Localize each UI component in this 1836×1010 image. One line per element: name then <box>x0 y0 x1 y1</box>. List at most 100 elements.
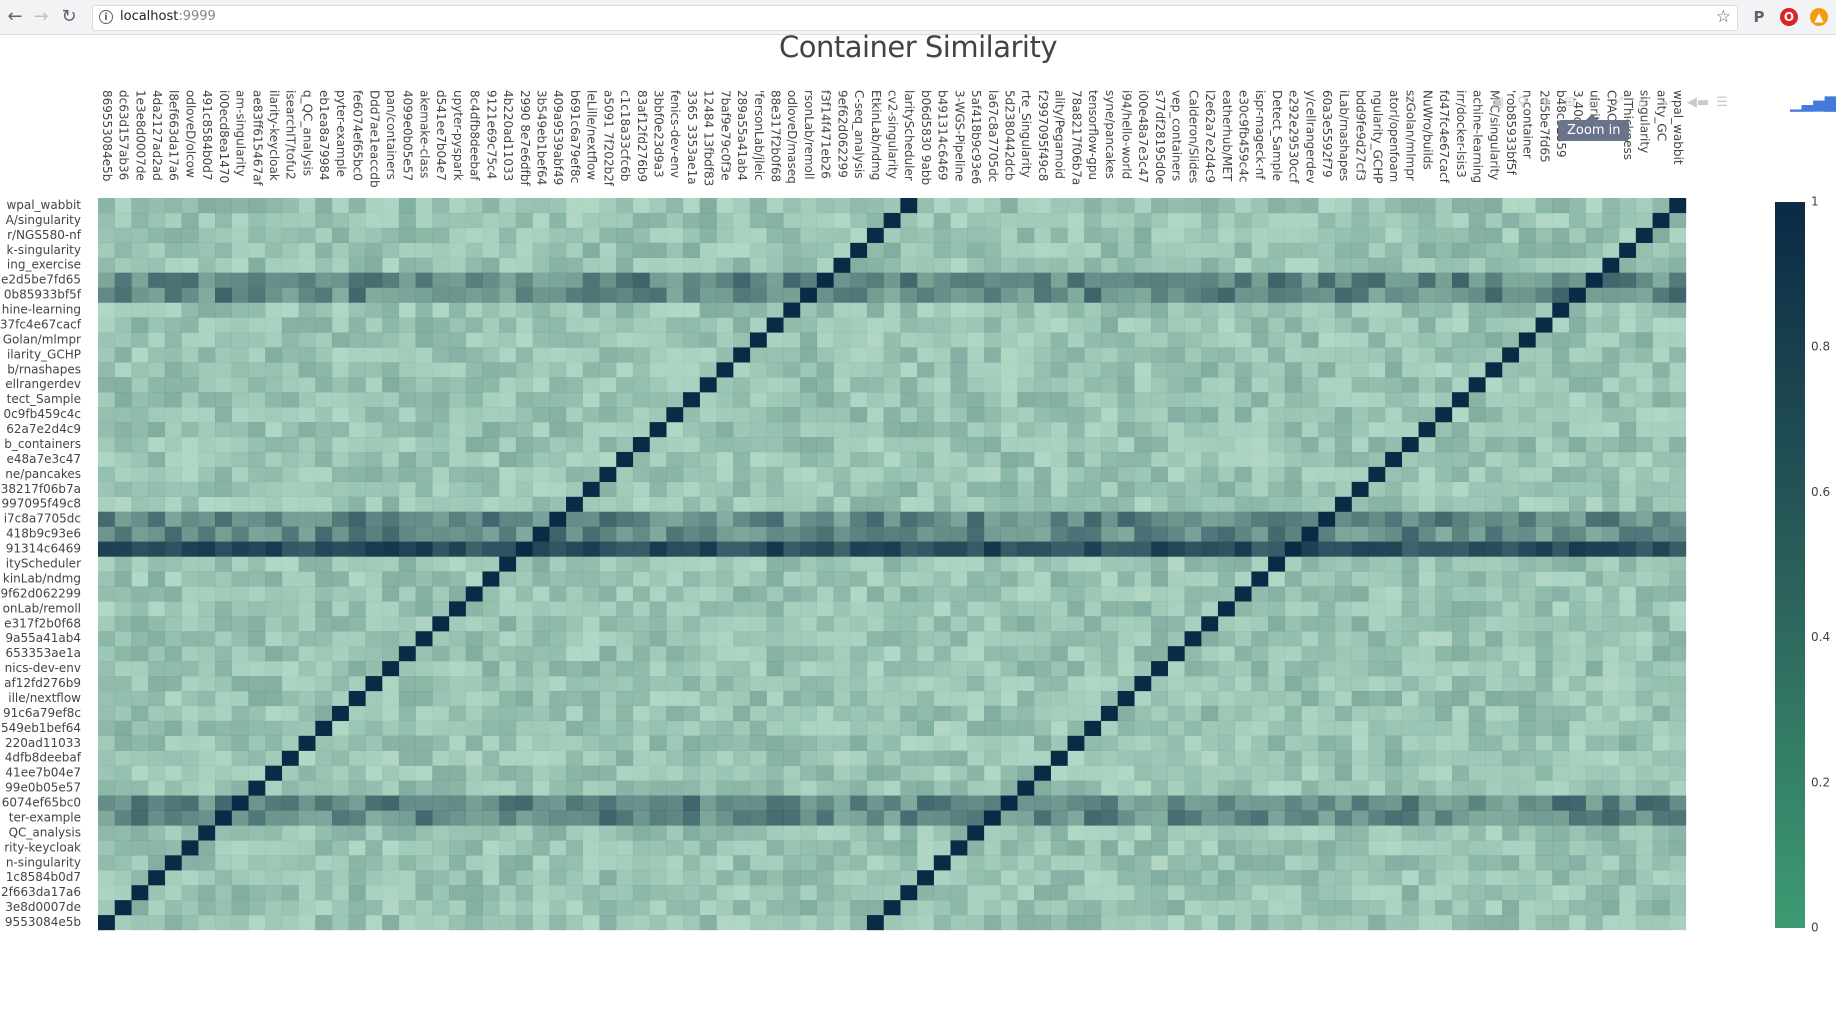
heatmap-cell[interactable] <box>733 870 751 886</box>
heatmap-cell[interactable] <box>1552 735 1570 751</box>
heatmap-cell[interactable] <box>983 317 1001 333</box>
heatmap-cell[interactable] <box>1050 287 1068 303</box>
heatmap-cell[interactable] <box>1318 422 1336 438</box>
heatmap-cell[interactable] <box>1050 661 1068 677</box>
heatmap-cell[interactable] <box>515 422 533 438</box>
heatmap-cell[interactable] <box>198 198 216 214</box>
heatmap-cell[interactable] <box>917 437 934 453</box>
heatmap-cell[interactable] <box>131 347 149 363</box>
heatmap-cell[interactable] <box>465 302 483 318</box>
heatmap-cell[interactable] <box>315 870 333 886</box>
heatmap-cell[interactable] <box>716 392 734 408</box>
heatmap-cell[interactable] <box>967 586 985 602</box>
heatmap-cell[interactable] <box>1652 511 1670 527</box>
heatmap-cell[interactable] <box>1669 676 1687 692</box>
heatmap-cell[interactable] <box>1000 437 1018 453</box>
heatmap-cell[interactable] <box>1485 646 1503 662</box>
heatmap-cell[interactable] <box>465 422 483 438</box>
heatmap-cell[interactable] <box>766 885 784 901</box>
heatmap-cell[interactable] <box>415 287 433 303</box>
heatmap-cell[interactable] <box>1151 586 1169 602</box>
heatmap-cell[interactable] <box>1535 900 1553 916</box>
heatmap-cell[interactable] <box>1034 825 1051 841</box>
heatmap-cell[interactable] <box>599 451 617 468</box>
heatmap-cell[interactable] <box>833 840 851 856</box>
heatmap-cell[interactable] <box>1602 631 1620 647</box>
heatmap-cell[interactable] <box>1385 451 1403 468</box>
heatmap-cell[interactable] <box>1050 631 1068 647</box>
heatmap-cell[interactable] <box>1669 511 1687 527</box>
heatmap-cell[interactable] <box>766 855 784 871</box>
heatmap-cell[interactable] <box>1100 705 1118 722</box>
heatmap-cell[interactable] <box>1451 646 1469 662</box>
heatmap-cell[interactable] <box>1184 466 1202 483</box>
heatmap-cell[interactable] <box>967 631 985 647</box>
heatmap-cell[interactable] <box>1334 765 1352 781</box>
heatmap-cell[interactable] <box>1368 526 1386 542</box>
heatmap-cell[interactable] <box>265 377 283 393</box>
heatmap-cell[interactable] <box>1351 900 1369 916</box>
heatmap-cell[interactable] <box>1619 212 1637 229</box>
heatmap-cell[interactable] <box>1669 765 1687 781</box>
heatmap-cell[interactable] <box>1334 720 1352 736</box>
heatmap-cell[interactable] <box>566 705 583 722</box>
heatmap-cell[interactable] <box>332 900 349 916</box>
heatmap-cell[interactable] <box>415 631 433 647</box>
heatmap-cell[interactable] <box>733 332 751 348</box>
heatmap-cell[interactable] <box>900 526 918 542</box>
heatmap-cell[interactable] <box>582 571 600 587</box>
heatmap-cell[interactable] <box>382 900 400 916</box>
heatmap-cell[interactable] <box>148 676 166 692</box>
heatmap-cell[interactable] <box>332 272 349 288</box>
heatmap-cell[interactable] <box>766 317 784 333</box>
heatmap-cell[interactable] <box>983 481 1001 497</box>
heatmap-cell[interactable] <box>1134 870 1152 886</box>
heatmap-cell[interactable] <box>1585 526 1603 542</box>
heatmap-cell[interactable] <box>800 810 817 826</box>
heatmap-cell[interactable] <box>1368 317 1386 333</box>
heatmap-cell[interactable] <box>1418 915 1436 931</box>
heatmap-cell[interactable] <box>198 855 216 871</box>
heatmap-cell[interactable] <box>1485 451 1503 468</box>
heatmap-cell[interactable] <box>766 661 784 677</box>
heatmap-cell[interactable] <box>850 466 868 483</box>
heatmap-cell[interactable] <box>1217 437 1235 453</box>
heatmap-cell[interactable] <box>850 765 868 781</box>
heatmap-cell[interactable] <box>1318 840 1336 856</box>
heatmap-cell[interactable] <box>449 377 466 393</box>
heatmap-cell[interactable] <box>248 437 266 453</box>
heatmap-cell[interactable] <box>599 705 617 722</box>
heatmap-cell[interactable] <box>499 705 517 722</box>
heatmap-cell[interactable] <box>1585 496 1603 512</box>
heatmap-cell[interactable] <box>1067 825 1085 841</box>
heatmap-cell[interactable] <box>1635 900 1653 916</box>
heatmap-cell[interactable] <box>1451 198 1469 214</box>
heatmap-cell[interactable] <box>432 362 450 378</box>
heatmap-cell[interactable] <box>1502 556 1520 572</box>
heatmap-cell[interactable] <box>432 347 450 363</box>
heatmap-cell[interactable] <box>131 720 149 736</box>
heatmap-cell[interactable] <box>850 437 868 453</box>
heatmap-cell[interactable] <box>766 347 784 363</box>
heatmap-cell[interactable] <box>348 272 366 288</box>
heatmap-cell[interactable] <box>1050 705 1068 722</box>
heatmap-cell[interactable] <box>866 661 884 677</box>
heatmap-cell[interactable] <box>1401 616 1419 632</box>
heatmap-cell[interactable] <box>449 466 466 483</box>
heatmap-cell[interactable] <box>1385 631 1403 647</box>
heatmap-cell[interactable] <box>1401 810 1419 826</box>
heatmap-cell[interactable] <box>950 198 968 214</box>
heatmap-cell[interactable] <box>181 780 199 796</box>
heatmap-cell[interactable] <box>1151 511 1169 527</box>
heatmap-cell[interactable] <box>1067 735 1085 751</box>
heatmap-cell[interactable] <box>1635 377 1653 393</box>
heatmap-cell[interactable] <box>866 466 884 483</box>
heatmap-cell[interactable] <box>532 287 550 303</box>
heatmap-cell[interactable] <box>265 616 283 632</box>
heatmap-cell[interactable] <box>114 511 132 527</box>
heatmap-cell[interactable] <box>1217 705 1235 722</box>
heatmap-cell[interactable] <box>1151 198 1169 214</box>
heatmap-cell[interactable] <box>1301 317 1319 333</box>
heatmap-cell[interactable] <box>1502 735 1520 751</box>
heatmap-cell[interactable] <box>1485 362 1503 378</box>
